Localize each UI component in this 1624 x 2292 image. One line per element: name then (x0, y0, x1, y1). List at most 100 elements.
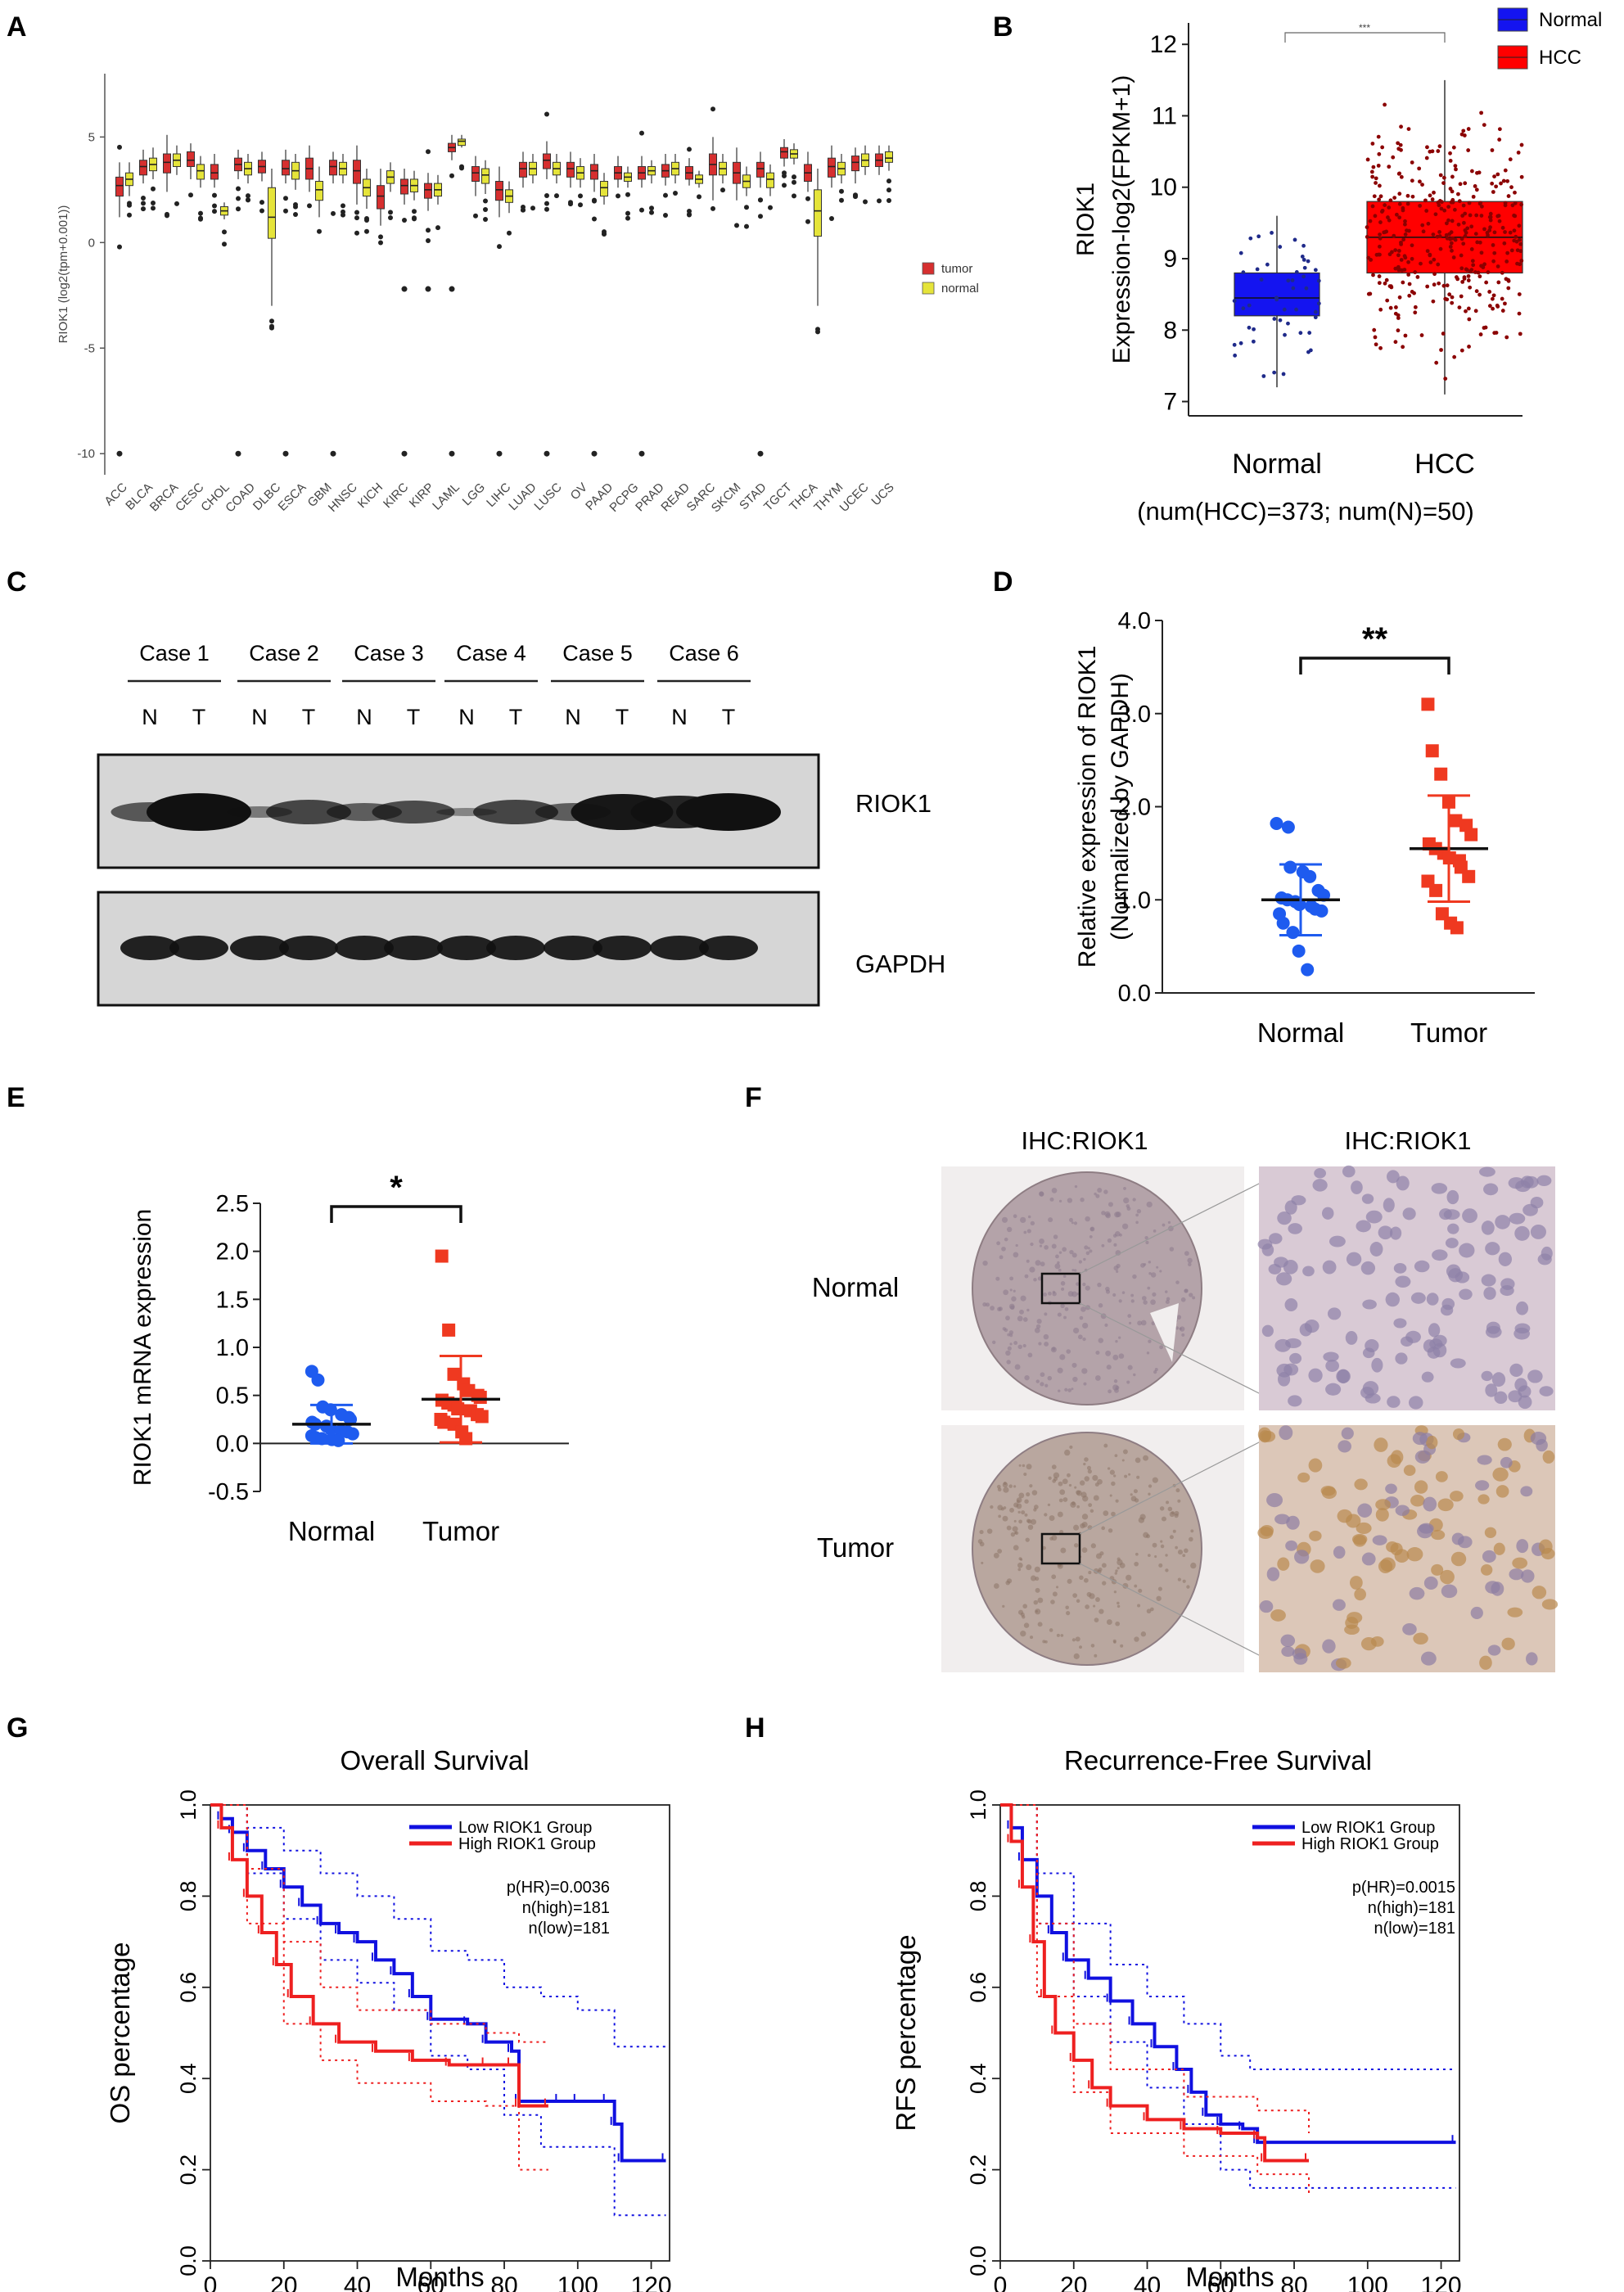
jitter-point (1474, 289, 1479, 294)
ihc-texture-dot (1017, 1344, 1022, 1350)
ihc-cell-nucleus (1462, 1208, 1477, 1224)
jitter-point (1396, 141, 1401, 146)
ihc-cell-nucleus (1375, 1508, 1389, 1522)
ihc-texture-dot (982, 1302, 987, 1307)
jitter-point (1286, 278, 1291, 283)
ihc-texture-dot (1051, 1243, 1057, 1249)
ihc-cell-nucleus (1516, 1301, 1529, 1315)
jitter-point (1471, 194, 1476, 199)
recurrence-free-survival-km-plot: Recurrence-Free Survival 0 20 40 60 80 100 120 0… (891, 1745, 1462, 2292)
ihc-texture-dot (1062, 1497, 1068, 1502)
jitter-point (1373, 214, 1378, 219)
jitter-point (1441, 283, 1446, 288)
ihc-cell-nucleus (1513, 1327, 1530, 1340)
ihc-cell-nucleus (1479, 1166, 1495, 1177)
y-tick-label: 0.0 (1118, 981, 1151, 1007)
ihc-texture-dot (1112, 1354, 1119, 1360)
ihc-cell-nucleus (1527, 1369, 1543, 1383)
jitter-point (1479, 214, 1484, 218)
ihc-cell-nucleus (1277, 1557, 1290, 1571)
box-tumor (756, 151, 765, 219)
jitter-point (1419, 333, 1424, 337)
ihc-texture-dot (1115, 1621, 1121, 1627)
ihc-texture-dot (1114, 1454, 1118, 1458)
x-tick-label: 120 (631, 2272, 672, 2292)
ihc-texture-dot (1017, 1315, 1023, 1322)
jitter-point (1505, 250, 1510, 255)
ihc-cell-nucleus (1501, 1637, 1515, 1650)
ihc-cell-nucleus (1361, 1552, 1376, 1566)
jitter-point (1415, 275, 1420, 279)
data-point (1462, 869, 1476, 883)
ihc-cell-nucleus (1354, 1588, 1366, 1601)
jitter-point (1384, 277, 1389, 282)
ihc-texture-dot (1020, 1216, 1026, 1224)
box-outlier (426, 149, 431, 155)
ihc-texture-dot (997, 1306, 1002, 1311)
box-Normal (1232, 215, 1321, 388)
ihc-texture-dot (1027, 1518, 1032, 1524)
ihc-cell-nucleus (1426, 1435, 1438, 1450)
jitter-point (1479, 111, 1483, 115)
ihc-texture-dot (1113, 1379, 1118, 1383)
ihc-texture-dot (1023, 1472, 1027, 1477)
jitter-point (1272, 317, 1277, 321)
ihc-texture-dot (1089, 1226, 1095, 1232)
box-tumor (329, 151, 337, 216)
km-ci-lower (1000, 1804, 1456, 2189)
y-tick-label: 3.0 (1118, 702, 1151, 728)
jitter-point (1374, 342, 1378, 347)
jitter-point (1396, 147, 1401, 151)
ihc-texture-dot (1111, 1511, 1116, 1517)
ihc-texture-dot (1184, 1288, 1189, 1293)
ihc-texture-dot (1012, 1526, 1018, 1532)
ihc-cell-nucleus (1378, 1225, 1393, 1240)
x-tick-label: UCS (868, 481, 896, 508)
ihc-cell-nucleus (1494, 1391, 1508, 1405)
ihc-texture-dot (1054, 1263, 1061, 1270)
ihc-texture-dot (1066, 1349, 1071, 1354)
box-outlier (544, 201, 549, 206)
jitter-point (1421, 229, 1426, 234)
ihc-texture-dot (1008, 1330, 1014, 1335)
jitter-point (1517, 292, 1522, 296)
box-outlier (364, 228, 369, 234)
jitter-point (1436, 149, 1441, 153)
significance-stars: * (390, 1170, 403, 1206)
ihc-cell-nucleus (1481, 1370, 1493, 1382)
ihc-texture-dot (1182, 1554, 1186, 1558)
ihc-texture-dot (1094, 1375, 1101, 1381)
ihc-texture-dot (1083, 1462, 1086, 1466)
box-body (780, 147, 788, 159)
ihc-texture-dot (1177, 1550, 1184, 1555)
ihc-texture-dot (1159, 1506, 1165, 1511)
box-outlier (426, 237, 431, 243)
ihc-texture-dot (993, 1583, 999, 1589)
x-tick-label: LAML (430, 481, 462, 513)
jitter-point (1448, 245, 1453, 249)
y-tick-label: 0.0 (176, 2245, 201, 2276)
box-tumor (234, 149, 242, 212)
ihc-texture-dot (1030, 1518, 1037, 1525)
ihc-texture-dot (1043, 1333, 1049, 1340)
jitter-point (1437, 144, 1442, 149)
box-tumor (638, 130, 646, 213)
jitter-point (1437, 234, 1442, 238)
legend-label-HCC: HCC (1539, 47, 1581, 69)
ihc-texture-dot (1182, 1579, 1186, 1583)
jitter-point (1518, 332, 1522, 336)
km-ci-upper (1000, 1804, 1310, 2134)
ihc-texture-dot (1141, 1296, 1147, 1301)
lane-label-t: T (192, 705, 206, 729)
ihc-texture-dot (1134, 1561, 1139, 1567)
lane-label-t: T (616, 705, 629, 729)
box-normal (885, 145, 893, 204)
jitter-point (1270, 230, 1274, 235)
box-body (315, 181, 323, 201)
jitter-point (1430, 197, 1435, 201)
ihc-cell-nucleus (1441, 1584, 1458, 1599)
jitter-point (1459, 266, 1464, 271)
jitter-point (1376, 163, 1381, 168)
jitter-point (1460, 279, 1465, 284)
